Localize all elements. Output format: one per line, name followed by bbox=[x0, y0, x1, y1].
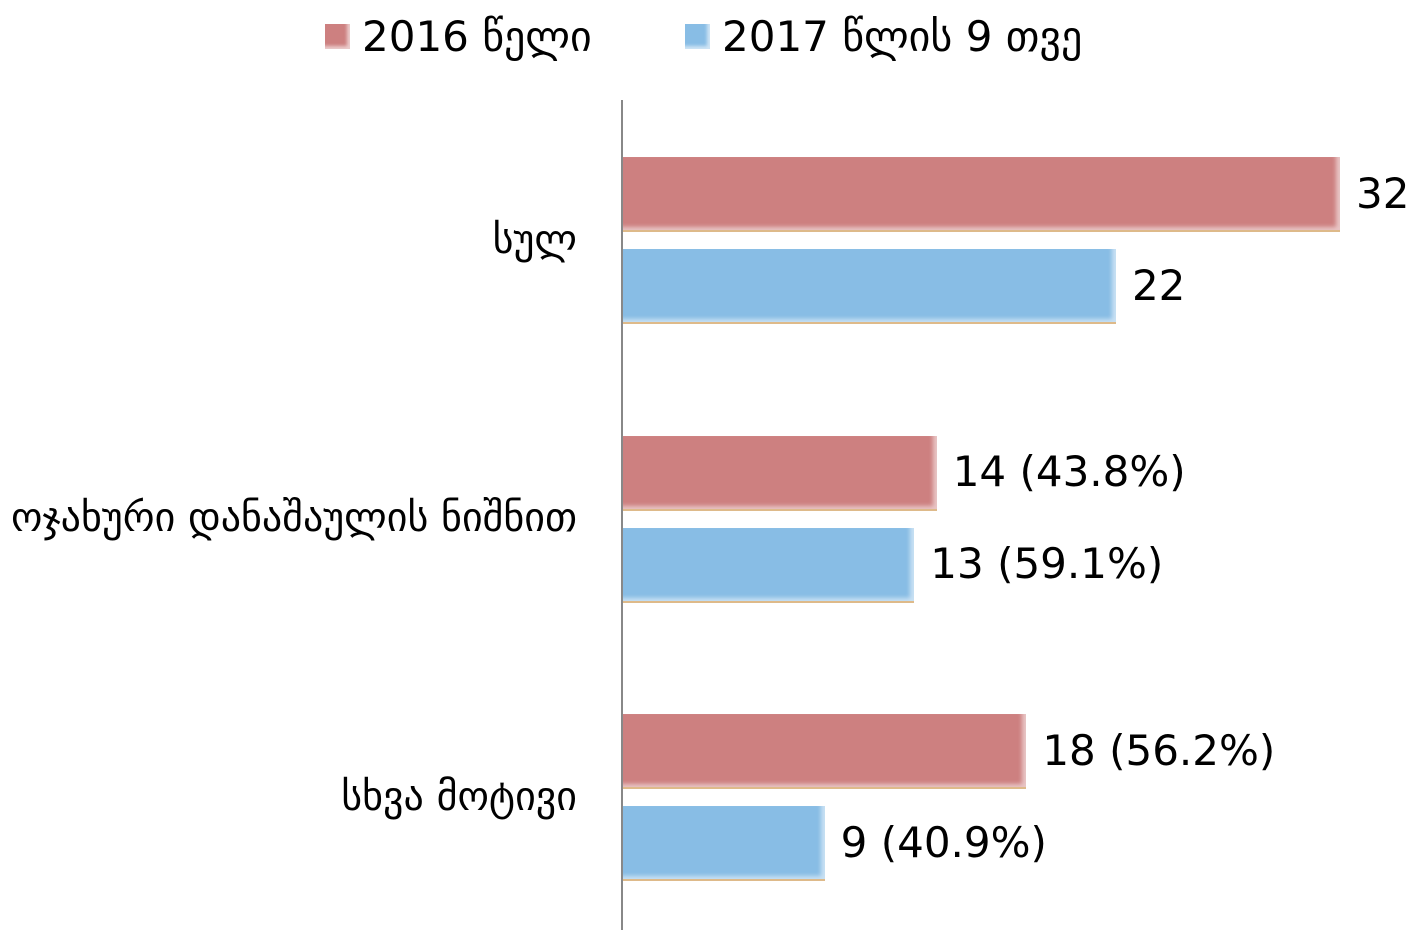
category-text: ოჯახური დანაშაულის ნიშნით bbox=[11, 495, 577, 541]
bar bbox=[623, 435, 937, 509]
category-text: სხვა მოტივი bbox=[341, 773, 577, 820]
category-label: ოჯახური დანაშაულის ნიშნით bbox=[2, 484, 577, 552]
data-label: 13 (59.1%) bbox=[930, 539, 1164, 588]
legend-label: 2016 წელი bbox=[362, 12, 592, 61]
bar bbox=[623, 806, 825, 879]
data-label: 18 (56.2%) bbox=[1042, 725, 1276, 775]
category-axis bbox=[621, 100, 623, 930]
legend-swatch bbox=[685, 24, 710, 49]
data-label: 32 bbox=[1356, 168, 1410, 218]
category-text: სულ bbox=[492, 216, 577, 263]
bar bbox=[623, 249, 1116, 322]
data-label: 14 (43.8%) bbox=[952, 447, 1186, 496]
bar bbox=[623, 157, 1340, 230]
bar bbox=[623, 527, 915, 601]
data-label: 9 (40.9%) bbox=[840, 817, 1047, 867]
legend-label: 2017 წლის 9 თვე bbox=[722, 12, 1083, 61]
legend-swatch bbox=[325, 24, 350, 49]
data-label: 22 bbox=[1131, 260, 1186, 310]
category-label: სხვა მოტივი bbox=[2, 763, 577, 831]
category-label: სულ bbox=[2, 206, 577, 274]
bar bbox=[623, 714, 1027, 787]
